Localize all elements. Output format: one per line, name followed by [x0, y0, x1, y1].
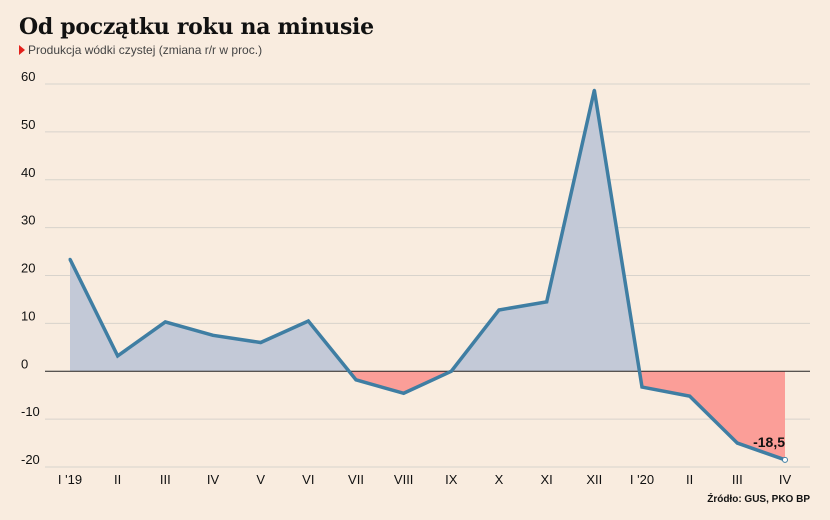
- end-point-marker: [782, 456, 788, 463]
- data-label: -18,5: [753, 434, 785, 450]
- x-tick-label: X: [495, 472, 504, 487]
- y-tick-labels: 60 50 40 30 20 10 0 -10 -20: [21, 69, 40, 467]
- x-tick-labels: I '19 II III IV V VI VII VIII IX X XI XII I '20 II III…: [58, 472, 792, 487]
- x-tick-label: I '20: [630, 472, 654, 487]
- data-point: [402, 391, 406, 395]
- y-tick-label: 20: [21, 261, 35, 276]
- negative-area: [349, 371, 452, 394]
- x-tick-label: II: [114, 472, 121, 487]
- y-tick-label: 50: [21, 117, 35, 132]
- data-point: [259, 341, 263, 345]
- data-point: [68, 257, 72, 261]
- data-point: [211, 333, 215, 337]
- positive-area: [451, 90, 640, 372]
- triangle-marker-icon: [19, 45, 25, 55]
- y-tick-label: -20: [21, 452, 40, 467]
- x-tick-label: III: [160, 472, 171, 487]
- data-point: [497, 308, 501, 312]
- x-tick-label: XII: [586, 472, 602, 487]
- series-line-path: [68, 89, 786, 462]
- y-tick-label: 30: [21, 213, 35, 228]
- x-tick-label: I '19: [58, 472, 82, 487]
- y-tick-label: 60: [21, 69, 35, 84]
- data-point: [735, 441, 739, 445]
- y-tick-label: -10: [21, 404, 40, 419]
- y-tick-label: 10: [21, 308, 35, 323]
- data-point: [688, 394, 692, 398]
- gridlines: [45, 83, 810, 468]
- source-note: Źródło: GUS, PKO BP: [707, 494, 810, 505]
- x-tick-label: VII: [348, 472, 364, 487]
- data-point: [116, 354, 120, 358]
- data-point: [354, 378, 358, 382]
- x-tick-label: V: [256, 472, 265, 487]
- x-tick-label: III: [732, 472, 743, 487]
- x-tick-label: IV: [207, 472, 220, 487]
- positive-area: [70, 259, 350, 372]
- data-labels: -18,5: [753, 434, 788, 463]
- y-tick-label: 0: [21, 356, 28, 371]
- x-tick-label: VI: [302, 472, 314, 487]
- chart-subtitle: Produkcja wódki czystej (zmiana r/r w pr…: [19, 43, 262, 57]
- x-tick-label: VIII: [394, 472, 414, 487]
- data-point: [592, 88, 596, 92]
- subtitle-text: Produkcja wódki czystej (zmiana r/r w pr…: [28, 43, 263, 57]
- data-point: [163, 320, 167, 324]
- data-point: [306, 319, 310, 323]
- chart-title: Od początku roku na minusie: [19, 14, 374, 40]
- data-point: [449, 369, 453, 373]
- x-tick-label: IX: [445, 472, 458, 487]
- data-point: [640, 385, 644, 389]
- y-tick-label: 40: [21, 165, 35, 180]
- x-tick-label: II: [686, 472, 693, 487]
- x-tick-label: IV: [779, 472, 792, 487]
- data-point: [545, 300, 549, 304]
- x-tick-label: XI: [541, 472, 553, 487]
